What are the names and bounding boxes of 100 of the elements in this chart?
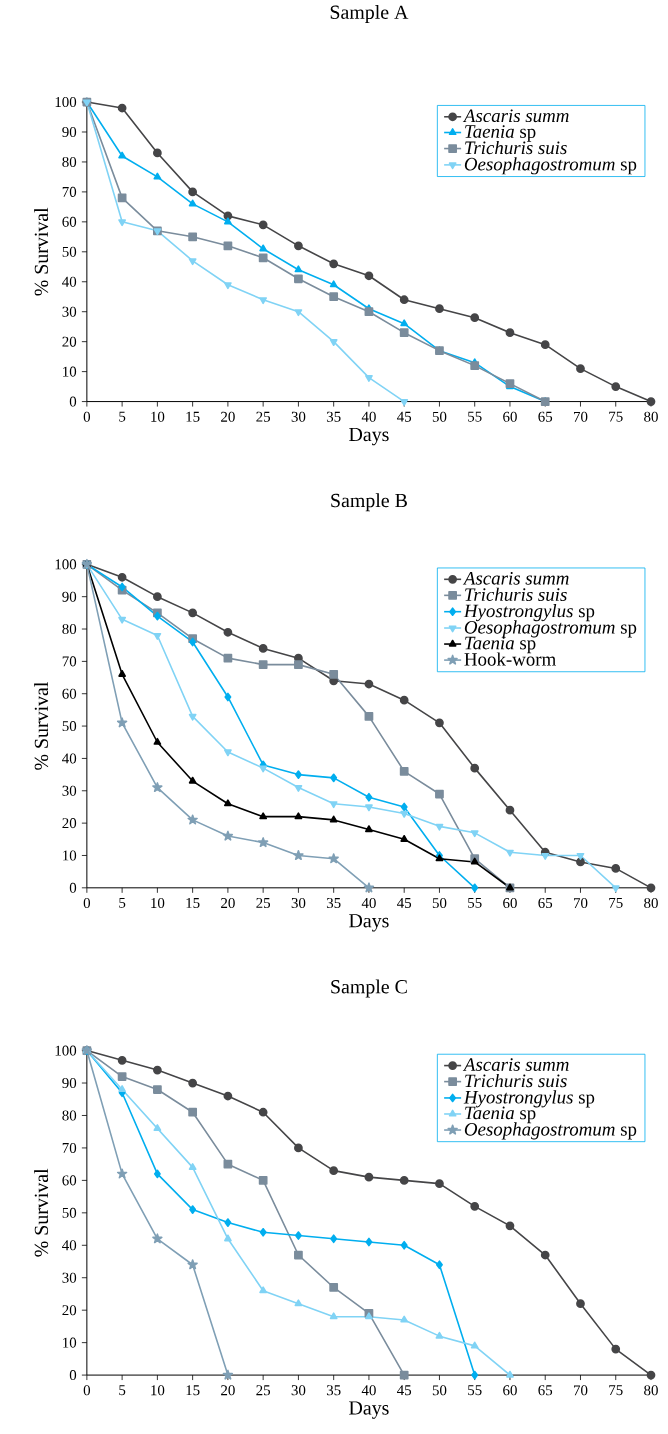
x-tick-label: 35 <box>326 411 341 422</box>
y-tick-label: 50 <box>62 721 77 732</box>
legend-label: Oesophagostromum sp <box>464 1122 637 1140</box>
x-tick-label: 60 <box>503 411 517 422</box>
y-tick-label: 80 <box>62 623 77 635</box>
x-tick-label: 70 <box>574 411 588 422</box>
x-tick-label: 65 <box>538 1385 553 1396</box>
y-tick-label: 0 <box>69 396 77 407</box>
legend-label: Hyostrongylus sp <box>463 1090 595 1108</box>
x-tick-label: 55 <box>468 898 482 908</box>
x-tick-label: 40 <box>361 897 376 909</box>
y-tick-label: 0 <box>69 1370 77 1381</box>
x-tick-label: 40 <box>361 411 376 422</box>
x-tick-label: 0 <box>83 411 91 422</box>
y-tick-label: 100 <box>55 1045 77 1056</box>
x-tick-label: 65 <box>538 898 553 909</box>
chart-title: Sample C <box>331 979 407 998</box>
legend-label: Hyostrongylus sp <box>463 604 595 622</box>
x-tick-label: 0 <box>83 1385 91 1396</box>
x-tick-label: 80 <box>644 897 658 909</box>
x-axis-title: Days <box>349 1401 389 1419</box>
y-tick-label: 30 <box>62 785 77 796</box>
x-tick-label: 60 <box>503 1385 517 1396</box>
x-tick-label: 35 <box>326 898 341 909</box>
legend-label: Ascaris summ <box>462 109 569 123</box>
y-tick-label: 30 <box>62 306 77 317</box>
x-tick-label: 30 <box>291 897 306 909</box>
legend-label: Trichuris suis <box>465 1073 567 1088</box>
x-tick-label: 70 <box>574 1385 588 1396</box>
x-tick-label: 15 <box>186 898 200 908</box>
x-tick-label: 30 <box>291 1385 306 1396</box>
y-tick-label: 10 <box>63 850 77 861</box>
y-tick-label: 10 <box>63 1337 77 1348</box>
x-tick-label: 75 <box>609 1385 623 1396</box>
x-axis-title: Days <box>349 914 389 932</box>
x-tick-label: 50 <box>432 897 447 909</box>
x-tick-label: 50 <box>432 411 447 422</box>
y-tick-label: 90 <box>62 1078 77 1089</box>
legend-label: Trichuris suis <box>465 587 567 601</box>
x-tick-label: 30 <box>291 411 306 422</box>
x-tick-label: 5 <box>119 411 126 422</box>
x-tick-label: 5 <box>119 898 126 908</box>
legend-label: Ascaris summ <box>462 1058 569 1071</box>
x-tick-label: 5 <box>119 1385 126 1396</box>
y-tick-label: 10 <box>63 366 77 377</box>
x-tick-label: 75 <box>609 411 623 422</box>
x-tick-label: 10 <box>151 897 165 909</box>
x-tick-label: 60 <box>503 897 517 909</box>
y-tick-label: 20 <box>62 336 77 347</box>
x-tick-label: 40 <box>361 1385 376 1396</box>
x-tick-label: 25 <box>256 1385 271 1396</box>
y-axis-title: % Survival <box>34 207 49 296</box>
y-tick-label: 70 <box>62 656 77 667</box>
y-tick-label: 60 <box>62 1175 77 1186</box>
y-tick-label: 80 <box>62 1110 77 1121</box>
y-axis-title: % Survival <box>34 1168 49 1257</box>
y-tick-label: 90 <box>62 591 77 602</box>
legend-label: Hook-worm <box>464 652 556 666</box>
y-tick-label: 90 <box>62 126 77 138</box>
y-tick-label: 20 <box>62 1305 77 1316</box>
x-tick-label: 20 <box>221 411 235 422</box>
x-tick-label: 15 <box>186 1385 200 1396</box>
x-tick-label: 20 <box>221 1385 235 1396</box>
y-axis-title: % Survival <box>34 681 49 770</box>
x-axis-title: Days <box>349 427 389 446</box>
x-tick-label: 75 <box>609 898 623 908</box>
y-tick-label: 40 <box>62 753 77 764</box>
y-tick-label: 60 <box>62 688 77 699</box>
legend-label: Ascaris summ <box>462 571 569 585</box>
legend-label: Oesophagostromum sp <box>464 157 637 175</box>
x-tick-label: 45 <box>397 411 412 422</box>
x-tick-label: 45 <box>397 1385 412 1396</box>
y-tick-label: 80 <box>62 156 77 167</box>
y-tick-label: 70 <box>62 1142 77 1153</box>
y-tick-label: 100 <box>55 559 77 570</box>
x-tick-label: 0 <box>83 897 91 909</box>
x-tick-label: 80 <box>644 1385 658 1396</box>
chart-title: Sample A <box>330 4 409 23</box>
x-tick-label: 80 <box>644 411 658 422</box>
y-tick-label: 20 <box>62 818 77 829</box>
x-tick-label: 45 <box>397 898 412 908</box>
x-tick-label: 55 <box>468 411 482 422</box>
y-tick-label: 50 <box>62 246 77 257</box>
y-tick-label: 70 <box>62 186 77 197</box>
y-tick-label: 60 <box>62 216 77 227</box>
y-tick-label: 30 <box>62 1272 77 1283</box>
y-tick-label: 40 <box>62 1240 77 1251</box>
x-tick-label: 65 <box>538 411 553 422</box>
y-tick-label: 40 <box>62 276 77 287</box>
x-tick-label: 25 <box>256 411 271 422</box>
y-tick-label: 0 <box>69 882 77 893</box>
x-tick-label: 35 <box>326 1385 341 1396</box>
x-tick-label: 10 <box>151 411 165 422</box>
x-tick-label: 20 <box>221 897 235 909</box>
legend-label: Taenia sp <box>465 125 536 142</box>
y-tick-label: 100 <box>55 97 77 108</box>
x-tick-label: 10 <box>151 1385 165 1396</box>
x-tick-label: 15 <box>186 411 200 422</box>
x-tick-label: 50 <box>432 1385 447 1396</box>
x-tick-label: 25 <box>256 898 271 909</box>
